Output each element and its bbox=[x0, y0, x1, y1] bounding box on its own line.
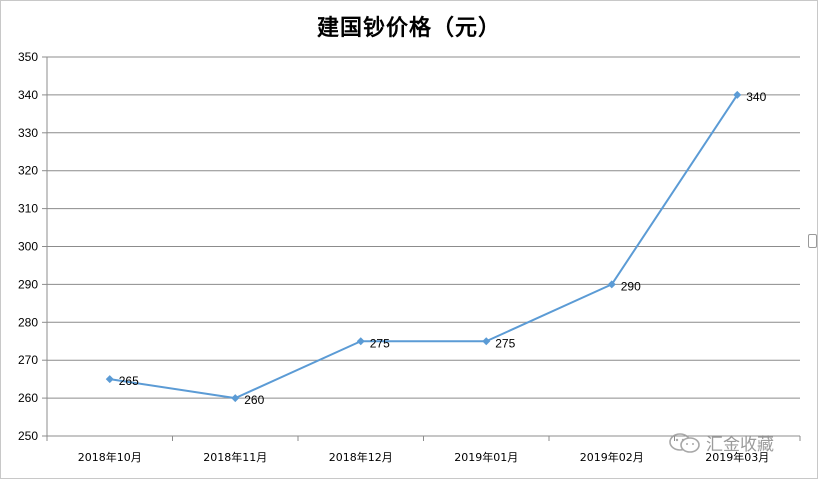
data-point bbox=[105, 375, 114, 384]
data-point bbox=[356, 337, 365, 346]
data-label: 275 bbox=[495, 336, 515, 350]
data-point bbox=[482, 337, 491, 346]
data-labels: 265 260 275 275 290 340 bbox=[119, 90, 767, 407]
x-tick-label: 2019年01月 bbox=[454, 450, 518, 464]
series bbox=[105, 90, 742, 403]
data-label: 265 bbox=[119, 374, 139, 388]
x-tick-label: 2018年10月 bbox=[78, 450, 142, 464]
scroll-handle[interactable] bbox=[808, 234, 817, 248]
x-tick-label: 2019年03月 bbox=[705, 450, 769, 464]
grid-lines bbox=[47, 56, 800, 399]
data-label: 290 bbox=[621, 279, 641, 293]
x-tick-label: 2018年12月 bbox=[329, 450, 393, 464]
series-line bbox=[109, 94, 739, 400]
x-tick-labels: 2018年10月 2018年11月 2018年12月 2019年01月 2019年02月… bbox=[78, 450, 770, 464]
y-tick-label: 330 bbox=[18, 126, 38, 140]
y-tick-label: 320 bbox=[18, 164, 38, 178]
data-label: 340 bbox=[746, 90, 766, 104]
chart-title: 建国钞价格（元） bbox=[316, 15, 501, 41]
y-tick-label: 350 bbox=[18, 50, 38, 64]
data-point bbox=[607, 280, 616, 289]
y-tick-label: 340 bbox=[18, 88, 38, 102]
watermark: 汇金收藏 bbox=[668, 430, 774, 455]
y-tick-labels: 250 260 270 280 290 300 310 320 330 340 350 bbox=[18, 50, 38, 443]
data-label: 260 bbox=[244, 393, 264, 407]
data-label: 275 bbox=[370, 336, 390, 350]
watermark-text: 汇金收藏 bbox=[706, 435, 774, 455]
data-point bbox=[733, 90, 742, 99]
x-tick-label: 2018年11月 bbox=[203, 450, 267, 464]
axes bbox=[42, 56, 801, 441]
y-tick-label: 280 bbox=[18, 315, 38, 329]
wechat-icon bbox=[669, 432, 700, 453]
y-tick-label: 270 bbox=[18, 353, 38, 367]
x-tick-label: 2019年02月 bbox=[580, 450, 644, 464]
y-tick-label: 310 bbox=[18, 202, 38, 216]
y-tick-label: 260 bbox=[18, 391, 38, 405]
data-point bbox=[231, 394, 240, 403]
y-tick-label: 290 bbox=[18, 277, 38, 291]
y-tick-label: 300 bbox=[18, 240, 38, 254]
y-tick-label: 250 bbox=[18, 429, 38, 443]
